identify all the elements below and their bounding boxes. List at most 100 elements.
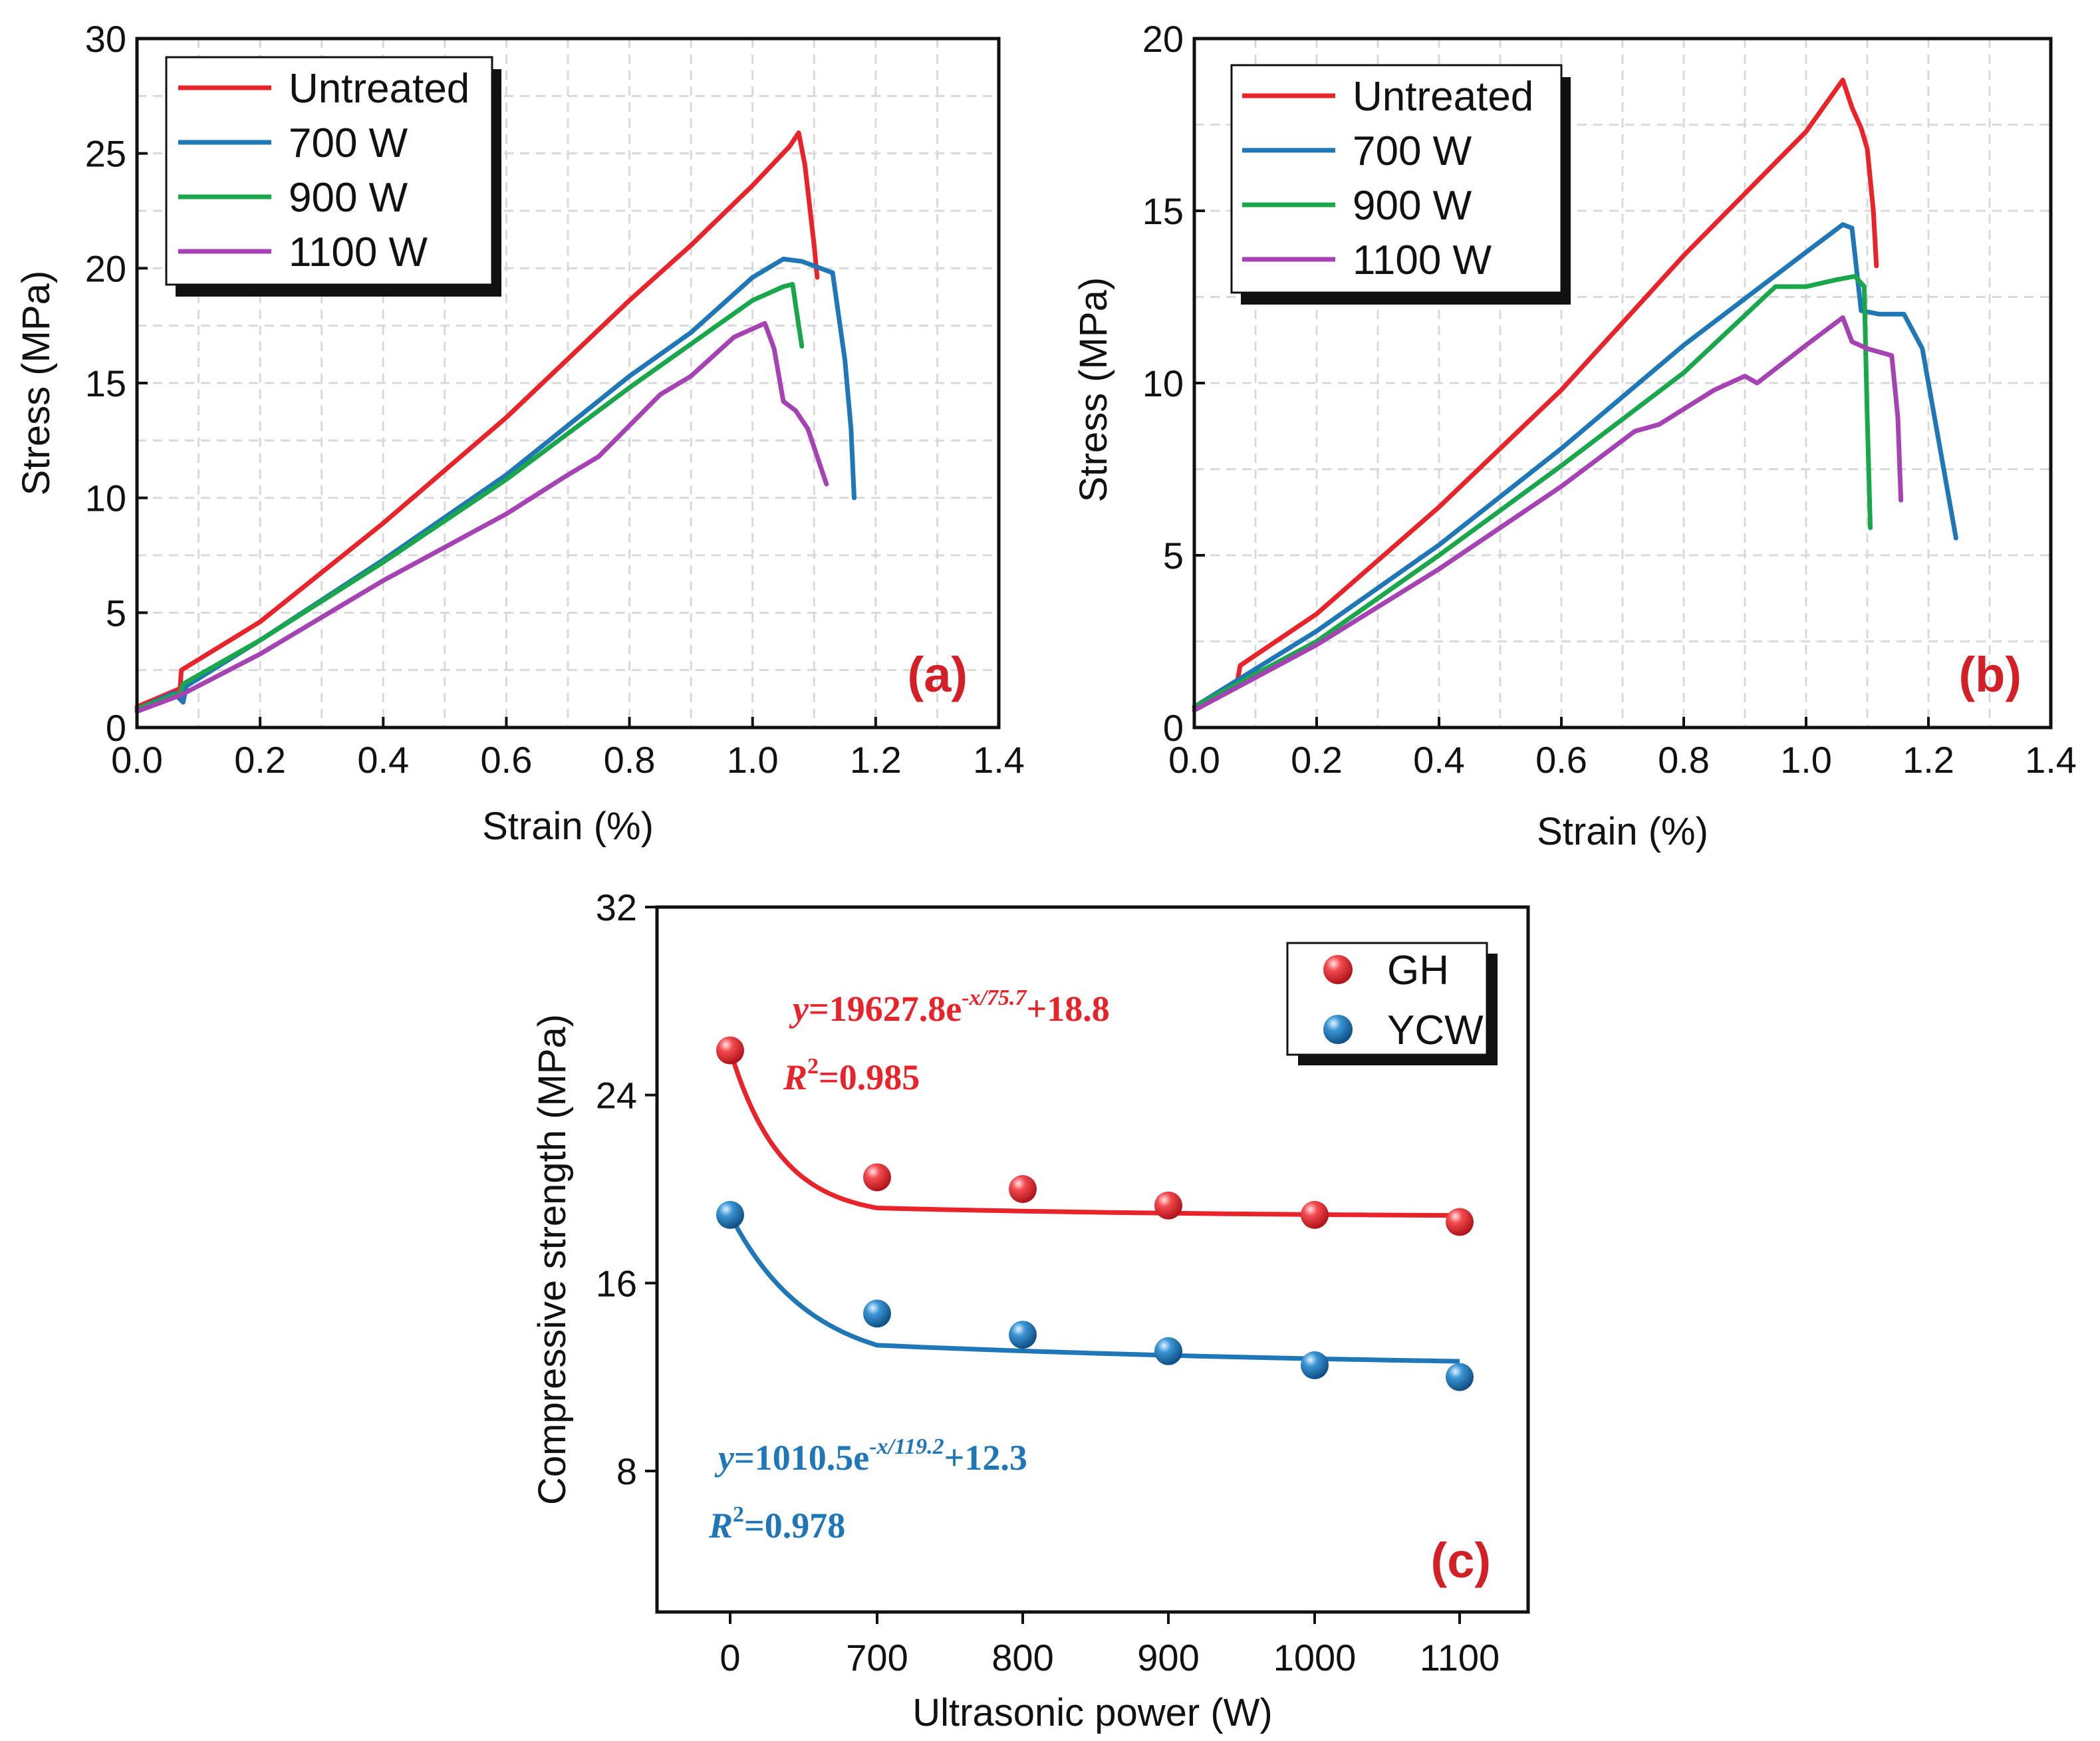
x-axis-ticks: 0 700 800 900 1000 1100 [720,1612,1500,1678]
legend-label-700-w: 700 W [1353,128,1472,174]
x-tick-label: 0.0 [1168,739,1220,781]
chart-panel-a: 0.0 0.2 0.4 0.6 0.8 1.0 1.2 1.4 0 5 10 15 20 25 30 St… [15,18,1025,848]
legend-entries: Untreated 700 W 900 W 1100 W [1242,74,1533,283]
chart-panel-c: 0 700 800 900 1000 1100 8 16 24 32 Ultrasonic po… [531,886,1530,1734]
x-tick-label: 1.2 [850,739,902,781]
legend-entries: GH YCW [1323,948,1484,1053]
series-group [1192,77,1958,713]
x-tick-label: 1.0 [1780,739,1832,781]
panel-label: (a) [908,647,968,702]
r-squared-gh: R2=0.985 [783,1054,920,1097]
y-tick-label: 10 [1142,362,1184,404]
data-point-gh [1009,1175,1037,1203]
x-tick-label: 0 [720,1637,740,1678]
y-tick-label: 0 [1163,707,1184,749]
legend: Untreated 700 W 900 W 1100 W [1230,64,1571,305]
data-point-ycw [1154,1337,1182,1365]
y-tick-label: 15 [1142,190,1184,232]
data-point-gh [1154,1191,1182,1220]
legend-marker-ycw [1323,1015,1353,1044]
legend-label-700-w: 700 W [289,120,408,166]
fit-curve-ycw [727,1214,1460,1364]
legend-label-gh: GH [1387,948,1449,994]
series-line-1100-w [134,321,829,714]
x-tick-label: 0.2 [234,739,286,781]
y-tick-label: 25 [85,133,126,175]
y-tick-label: 20 [1142,18,1184,60]
data-point-gh [716,1036,744,1065]
data-point-gh [863,1163,891,1192]
x-tick-label: 0.4 [1413,739,1465,781]
x-tick-label: 1.0 [727,739,779,781]
legend: Untreated 700 W 900 W 1100 W [165,56,501,297]
panel-label: (c) [1431,1533,1491,1588]
legend-label-900-w: 900 W [289,175,408,221]
data-point-ycw [863,1299,891,1328]
y-tick-label: 32 [596,886,637,928]
plot-frame [655,905,1530,1614]
legend-label-1100-w: 1100 W [1353,237,1492,283]
series-line-900-w [1192,273,1873,710]
y-tick-label: 5 [1163,535,1184,577]
data-point-gh [1301,1200,1329,1229]
data-point-ycw [1301,1351,1329,1379]
legend-marker-gh [1323,955,1353,984]
x-tick-label: 1000 [1273,1637,1357,1678]
legend-box [1286,942,1488,1056]
x-tick-label: 0.6 [1535,739,1587,781]
x-tick-label: 0.2 [1291,739,1343,781]
legend-label-ycw: YCW [1387,1007,1484,1053]
fit-curves [727,1049,1460,1364]
x-tick-label: 1.4 [973,739,1025,781]
series-group [134,130,856,714]
x-tick-label: 0.0 [111,739,163,781]
y-tick-label: 8 [616,1450,637,1492]
x-tick-label: 900 [1137,1637,1199,1678]
series-line-900-w [134,282,805,712]
panel-label: (b) [1959,647,2022,702]
series-line-untreated [1192,77,1879,710]
legend-box [1230,64,1563,294]
x-tick-label: 1100 [1420,1637,1500,1678]
data-point-gh [1446,1208,1474,1236]
fit-equation-gh: y=19627.8e-x/75.7+18.8 [789,986,1110,1029]
x-tick-label: 1.4 [2025,739,2077,781]
data-point-ycw [1009,1321,1037,1349]
fit-equations: y=19627.8e-x/75.7+18.8 R2=0.985 y=1010.5e-… [708,986,1110,1545]
fit-equation-ycw: y=1010.5e-x/119.2+12.3 [714,1434,1027,1478]
y-tick-label: 24 [596,1075,637,1117]
data-points [716,1036,1474,1391]
fit-curve-gh [727,1049,1460,1218]
x-tick-label: 0.6 [480,739,532,781]
x-axis-title: Strain (%) [1537,810,1708,853]
legend: GH YCW [1286,942,1498,1065]
legend-entries: Untreated 700 W 900 W 1100 W [178,66,469,275]
x-tick-label: 0.4 [357,739,409,781]
x-axis-title: Ultrasonic power (W) [912,1691,1272,1734]
y-tick-label: 0 [106,707,126,749]
y-axis-title: Compressive strength (MPa) [531,1014,574,1505]
y-axis-title: Stress (MPa) [1072,277,1115,502]
y-axis-ticks: 0 5 10 15 20 25 30 [85,18,148,749]
y-tick-label: 5 [106,592,126,634]
y-tick-label: 15 [85,362,126,404]
legend-label-900-w: 900 W [1353,183,1472,229]
x-axis-ticks: 0.0 0.2 0.4 0.6 0.8 1.0 1.2 1.4 [1168,717,2077,781]
x-tick-label: 800 [991,1637,1053,1678]
y-tick-label: 30 [85,18,126,60]
chart-panel-b: 0.0 0.2 0.4 0.6 0.8 1.0 1.2 1.4 0 5 10 15 20 Strain… [1072,18,2077,853]
x-tick-label: 0.8 [604,739,656,781]
x-tick-label: 1.2 [1903,739,1954,781]
legend-label-untreated: Untreated [1353,74,1533,120]
x-tick-label: 0.8 [1658,739,1710,781]
y-axis-ticks: 8 16 24 32 [596,886,657,1492]
r-squared-ycw: R2=0.978 [708,1502,845,1545]
legend-box [165,56,493,286]
x-axis-title: Strain (%) [482,805,654,848]
legend-label-untreated: Untreated [289,66,469,112]
series-line-1100-w [1192,315,1904,713]
y-axis-title: Stress (MPa) [15,271,58,495]
series-line-untreated [134,130,820,710]
data-point-ycw [716,1200,744,1229]
